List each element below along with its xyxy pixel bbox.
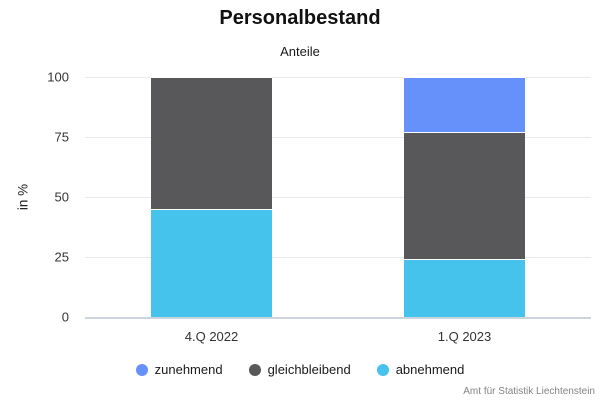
bar-1-q-2023 — [404, 77, 525, 317]
bar-segment-gleichbleibend[interactable] — [404, 132, 525, 260]
legend: zunehmend gleichbleibend abnehmend — [0, 362, 600, 377]
legend-label: zunehmend — [154, 362, 223, 377]
chart-title: Personalbestand — [219, 7, 381, 29]
gridline — [85, 77, 591, 78]
legend-item-gleichbleibend[interactable]: gleichbleibend — [248, 362, 351, 377]
bar-segment-abnehmend[interactable] — [404, 259, 525, 317]
bar-segment-abnehmend[interactable] — [151, 209, 272, 317]
gridline — [85, 137, 591, 138]
y-tick-label: 100 — [47, 69, 69, 85]
legend-swatch-icon — [376, 363, 389, 376]
legend-item-abnehmend[interactable]: abnehmend — [376, 362, 465, 377]
plot-area: 0 25 50 75 100 4.Q 2022 1.Q 2023 — [47, 70, 591, 344]
y-tick-label: 75 — [54, 129, 69, 145]
gridline — [85, 257, 591, 258]
y-tick-label: 25 — [54, 249, 69, 265]
legend-label: abnehmend — [395, 362, 465, 377]
legend-swatch-icon — [248, 363, 261, 376]
legend-swatch-icon — [135, 363, 148, 376]
x-axis-label: 1.Q 2023 — [437, 329, 492, 344]
y-axis-title: in % — [15, 183, 31, 211]
x-axis-label: 4.Q 2022 — [184, 329, 239, 344]
y-tick-label: 50 — [54, 189, 69, 205]
y-tick-label: 0 — [61, 309, 69, 325]
legend-label: gleichbleibend — [267, 362, 351, 377]
chart-subtitle: Anteile — [280, 44, 320, 59]
legend-item-zunehmend[interactable]: zunehmend — [135, 362, 223, 377]
bar-4-q-2022 — [151, 77, 272, 317]
attribution: Amt für Statistik Liechtenstein — [463, 386, 595, 397]
gridline — [85, 197, 591, 198]
bar-segment-gleichbleibend[interactable] — [151, 77, 272, 209]
bar-segment-zunehmend[interactable] — [404, 77, 525, 133]
